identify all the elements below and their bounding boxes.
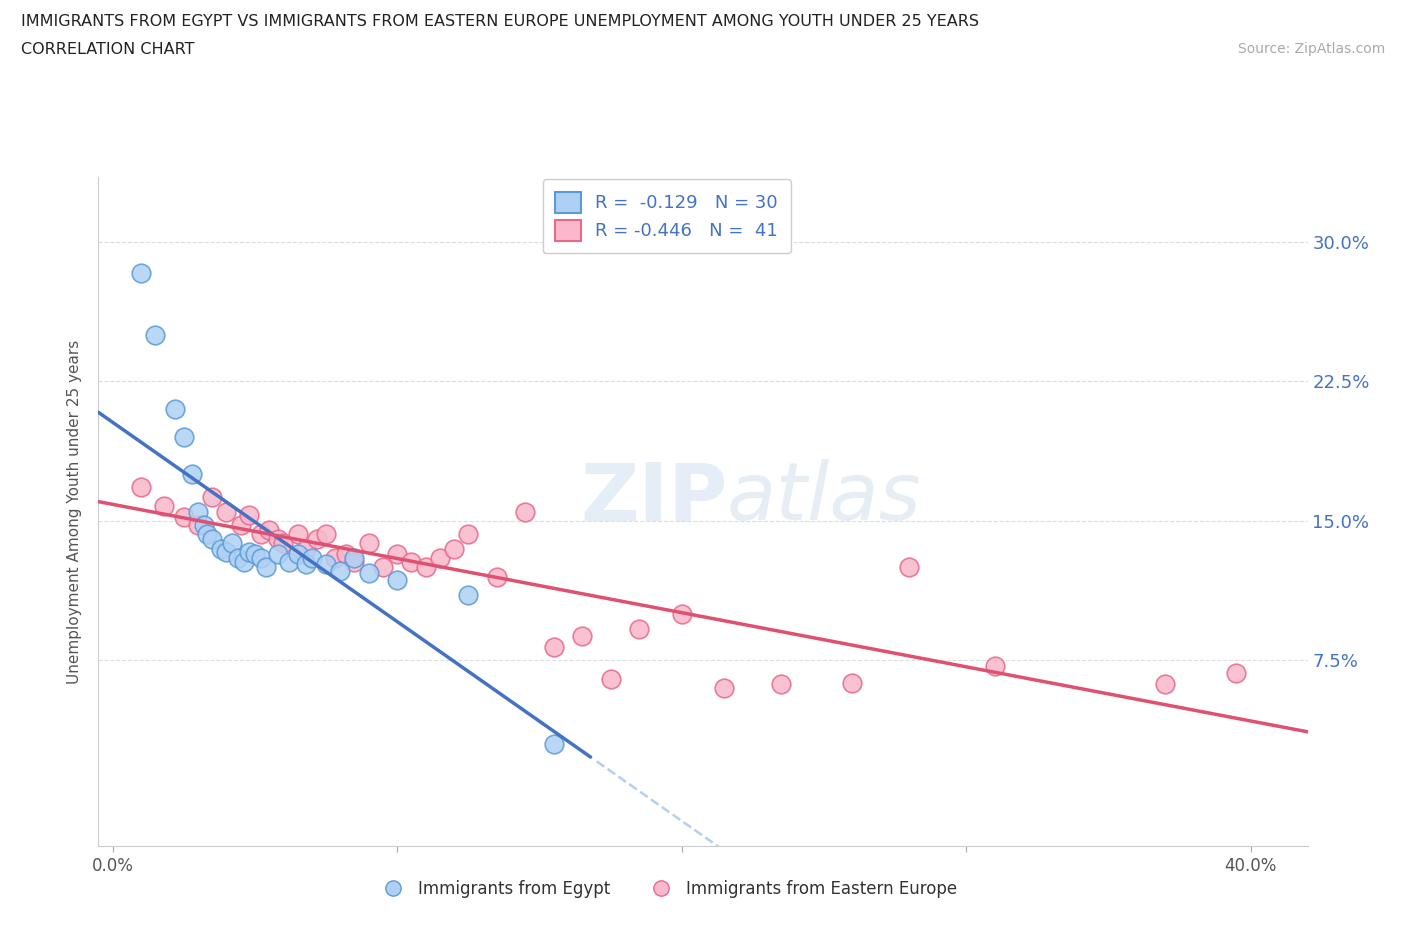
Point [129,266,152,281]
Point [195,526,218,541]
Point [201,532,224,547]
Point [543,737,565,751]
Point [671,606,693,621]
Point [841,675,863,690]
Point [221,536,243,551]
Point [187,517,209,532]
Point [599,671,621,686]
Text: atlas: atlas [727,459,922,538]
Point [401,554,423,569]
Point [357,565,380,580]
Point [315,526,337,541]
Point [295,556,318,571]
Y-axis label: Unemployment Among Youth under 25 years: Unemployment Among Youth under 25 years [67,339,83,684]
Point [254,560,277,575]
Point [343,551,366,565]
Point [165,402,187,417]
Point [357,536,380,551]
Point [457,526,479,541]
Point [232,554,254,569]
Point [215,504,238,519]
Point [287,526,309,541]
Point [187,504,209,519]
Text: IMMIGRANTS FROM EGYPT VS IMMIGRANTS FROM EASTERN EUROPE UNEMPLOYMENT AMONG YOUTH: IMMIGRANTS FROM EGYPT VS IMMIGRANTS FROM… [21,14,979,29]
Point [209,541,232,556]
Point [1154,677,1177,692]
Point [238,545,260,560]
Point [243,547,266,562]
Point [273,536,295,551]
Point [193,517,215,532]
Point [371,560,394,575]
Text: ZIP: ZIP [579,459,727,538]
Point [315,556,337,571]
Point [335,547,357,562]
Point [515,504,537,519]
Point [415,560,437,575]
Point [1225,666,1247,681]
Point [429,551,451,565]
Text: Source: ZipAtlas.com: Source: ZipAtlas.com [1237,42,1385,56]
Point [898,560,921,575]
Point [627,621,650,636]
Point [153,498,176,513]
Point [249,551,271,565]
Point [457,588,479,603]
Point [229,517,252,532]
Point [329,564,352,578]
Legend: Immigrants from Egypt, Immigrants from Eastern Europe: Immigrants from Egypt, Immigrants from E… [370,873,963,905]
Point [485,569,508,584]
Point [983,658,1005,673]
Point [301,551,323,565]
Point [443,541,465,556]
Point [278,554,301,569]
Point [257,523,280,538]
Point [770,677,793,692]
Point [307,532,329,547]
Point [226,551,249,565]
Point [543,640,565,655]
Point [323,551,346,565]
Point [143,327,166,342]
Point [385,573,408,588]
Point [266,532,288,547]
Point [215,545,238,560]
Point [266,547,288,562]
Point [713,681,735,696]
Point [238,508,260,523]
Point [295,541,318,556]
Point [173,510,195,525]
Point [129,480,152,495]
Point [571,629,593,644]
Text: CORRELATION CHART: CORRELATION CHART [21,42,194,57]
Point [385,547,408,562]
Point [173,430,195,445]
Point [249,526,271,541]
Point [201,489,224,504]
Point [181,467,204,482]
Point [287,547,309,562]
Point [343,554,366,569]
